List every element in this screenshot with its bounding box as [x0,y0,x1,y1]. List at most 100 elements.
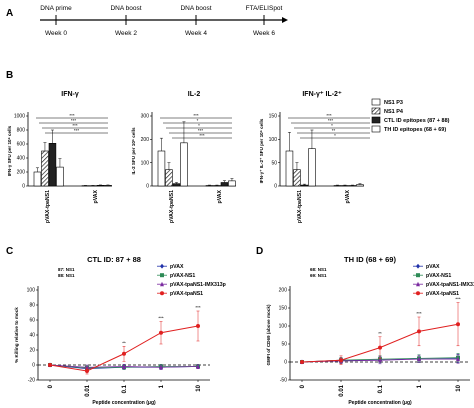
legend-b: NS1 P3 NS1 P4 CTL ID epitopes (87 + 88) TH … [371,98,450,133]
significance-stars: *** [199,133,205,138]
bar [228,180,236,187]
x-tick-label: 1 [417,384,423,388]
significance-stars: *** [74,128,80,133]
timeline-arrowhead [282,17,288,23]
marker-circle [85,369,89,373]
x-tick-label: 0 [300,384,306,388]
marker-triangle [416,281,420,287]
bar [308,148,316,187]
panel-c-letter: C [6,246,13,257]
significance-stars: *** [328,118,334,123]
category-label: pVAX [217,189,223,203]
y-tick-label: 100 [27,288,36,294]
marker-square [160,273,164,278]
marker-circle [159,330,163,335]
y-tick-label: 150 [279,306,288,312]
legend-label: pVAX-tpaNS1-IMX313p [170,282,226,288]
x-tick-label: 0.01 [339,384,345,396]
x-tick-label: 10 [196,384,202,391]
legend-label: pVAX-tpaNS1 [426,291,459,297]
significance-stars: *** [198,128,204,133]
legend-label: TH ID epitopes (68 + 69) [384,127,446,133]
y-tick-label: 0 [284,360,287,366]
significance-stars: *** [72,123,78,128]
y-tick-label: 20 [29,348,35,354]
legend-label: pVAX [170,264,184,270]
marker-triangle [196,364,200,369]
bar [180,142,188,187]
y-tick-label: 150 [269,114,278,120]
x-tick-label: 0.01 [85,384,91,396]
significance-stars: ** [332,128,336,133]
timeline-week-label: Week 2 [115,30,137,37]
panel-a-letter: A [6,8,13,19]
y-axis-title: IL-2 SFU per 10⁶ cells [131,127,136,174]
line-chart-title: TH ID (68 + 69) [344,255,396,264]
y-tick-label: 800 [17,128,26,134]
x-tick-label: 0.1 [378,384,384,393]
category-label: pVAX [93,189,99,203]
legend-label: NS1 P3 [384,100,403,106]
x-axis-title: Peptide concentration (μg) [348,400,412,406]
legend-swatch [371,116,381,124]
bar [293,169,301,187]
category-label: pVAX [345,189,351,203]
significance-stars: *** [158,316,164,321]
bar [300,184,309,187]
marker-triangle [378,357,382,363]
y-tick-label: 200 [141,137,150,143]
x-axis-title: Peptide concentration (μg) [92,400,156,406]
legend-label: pVAX-tpaNS1 [170,291,203,297]
significance-stars: *** [195,305,201,310]
y-tick-label: 200 [279,288,288,294]
bar [56,166,64,187]
timeline-week-label: Week 6 [253,30,275,37]
x-tick-label: 0.1 [122,384,128,393]
category-label: pVAX-tpaNS1 [45,190,51,223]
peptide-line: 88: NS1 [58,273,75,278]
timeline-week-label: Week 0 [45,30,67,37]
timeline: DNA prime Week 0 DNA boost Week 2 DNA boost W… [40,5,288,37]
peptide-line: 68: NS1 [310,267,327,272]
y-tick-label: 300 [141,114,150,120]
bar [41,150,49,187]
bar [104,185,112,187]
timeline-event-label: DNA boost [110,5,141,12]
y-tick-label: 50 [281,342,287,348]
panel-b-letter: B [6,70,13,81]
bar [165,169,173,187]
x-tick-label: 10 [456,384,462,391]
y-axis-title: IFN-γ SFU per 10⁶ cells [7,125,12,176]
significance-stars: * [331,123,333,128]
y-tick-label: 0 [274,184,277,190]
significance-stars: *** [326,113,332,118]
bar [356,184,364,187]
bar-chart-title: IL-2 [188,91,201,98]
y-tick-label: 100 [269,137,278,143]
significance-stars: * [334,133,336,138]
significance-stars: *** [455,297,461,302]
y-axis-title: IFN-γ⁺ IL-2⁺ SFU per 10⁶ cells [259,118,264,183]
bar [157,150,166,187]
marker-circle [122,351,126,356]
marker-circle [456,322,460,327]
x-tick-label: 1 [159,384,165,388]
y-tick-label: 0 [32,363,35,369]
marker-circle [339,358,343,363]
timeline-event-label: FTA/ELISpot [246,5,283,12]
marker-triangle [122,364,126,369]
bar [285,150,294,187]
y-axis-title: % Killing relative to mock [14,307,19,363]
marker-triangle [456,356,460,362]
significance-stars: *** [71,118,77,123]
significance-stars: ** [122,340,126,345]
marker-diamond [160,263,164,269]
marker-circle [160,291,164,296]
panel-d-letter: D [256,246,263,257]
marker-circle [378,345,382,350]
y-tick-label: 400 [17,156,26,162]
category-label: pVAX-tpaNS1 [297,190,303,223]
legend-swatch [371,125,381,133]
timeline-event-label: DNA prime [40,5,72,12]
